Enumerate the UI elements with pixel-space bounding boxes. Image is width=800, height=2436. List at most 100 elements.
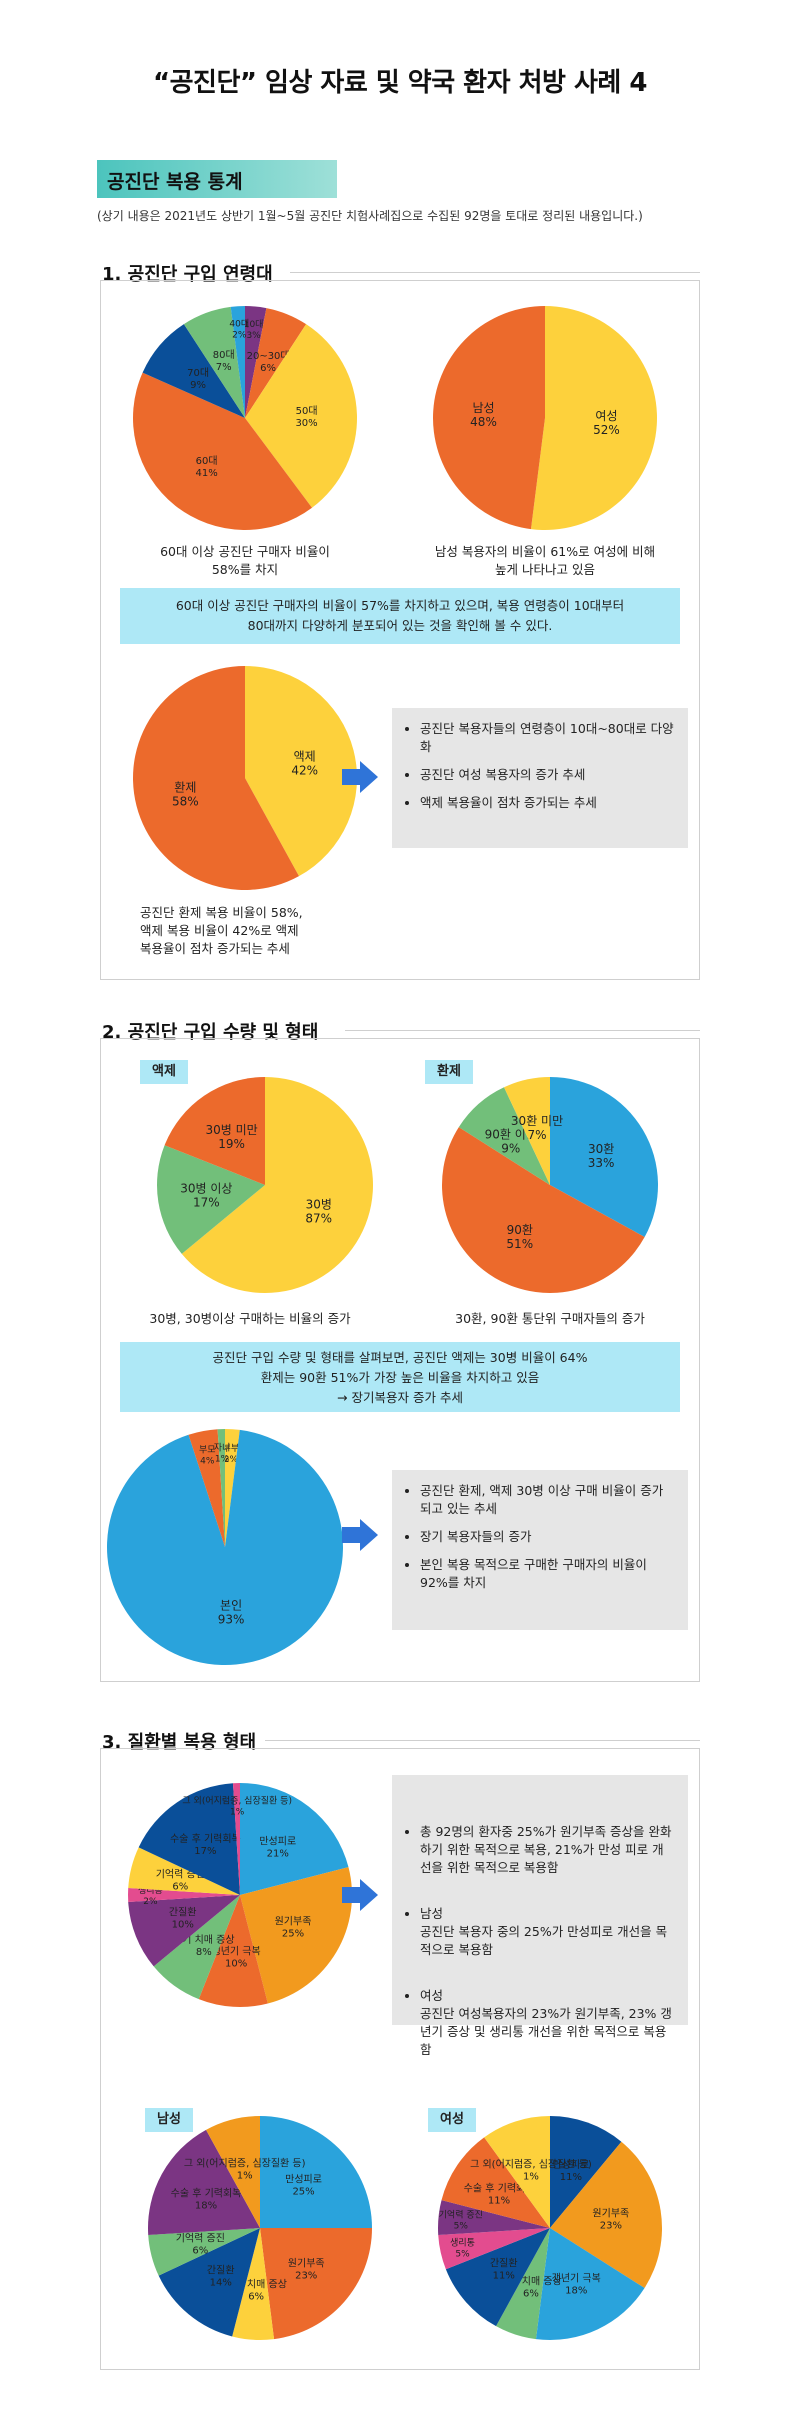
pie-pct-disease_all-1: 25% — [282, 1928, 304, 1939]
pie-label-disease_male-5: 수술 후 기력회복 — [171, 2187, 242, 2199]
form-caption-line3: 복용율이 점차 증가되는 추세 — [140, 941, 290, 956]
pie-slice-disease_female-2 — [535, 2228, 645, 2340]
section2-highlight-line2: 환제는 90환 51%가 가장 높은 비율을 차지하고 있음 — [260, 1370, 540, 1385]
pie-slice-disease_all-8 — [232, 1783, 240, 1895]
pie-label-gender-0: 여성 — [595, 409, 617, 423]
pie-slice-age-6 — [230, 306, 245, 418]
pie-pct-disease_all-8: 1% — [230, 1807, 245, 1817]
pie-label-disease_female-7: 수술 후 기력회복 — [464, 2182, 535, 2194]
pie-pct-age-0: 3% — [246, 331, 261, 341]
pie-slice-disease_female-5 — [438, 2228, 550, 2270]
section1-bullet: 액제 복용율이 점차 증가되는 추세 — [420, 794, 674, 812]
pie-label-buyer-1: 본인 — [220, 1599, 242, 1613]
pie-label-disease_male-4: 기억력 증진 — [176, 2232, 225, 2244]
pie-pct-disease_male-5: 18% — [195, 2200, 217, 2211]
form-caption: 공진단 환제 복용 비율이 58%, 액제 복용 비율이 42%로 액제 복용율… — [120, 904, 360, 958]
pie-label-age-5: 80대 — [213, 349, 235, 361]
pie-label-age-0: 10대 — [244, 319, 264, 330]
pie-slice-age-2 — [245, 324, 358, 508]
pie-label-pill-2: 90환 이상 — [485, 1127, 537, 1141]
pie-pct-disease_female-4: 11% — [493, 2271, 515, 2282]
pie-slice-liquid-1 — [157, 1145, 265, 1254]
form-caption-line1: 공진단 환제 복용 비율이 58%, — [140, 905, 303, 920]
pie-pct-disease_female-7: 11% — [488, 2195, 510, 2206]
pie-slice-disease_male-4 — [148, 2228, 260, 2276]
arrow-right-icon — [342, 761, 378, 793]
pie-label-age-4: 70대 — [187, 367, 209, 379]
pie-slice-disease_female-8 — [484, 2116, 550, 2228]
pie-pct-gender-1: 48% — [470, 415, 497, 429]
pie-pct-buyer-0: 2% — [224, 1455, 239, 1465]
pill-caption: 30환, 90환 통단위 구매자들의 증가 — [455, 1311, 645, 1326]
section1-summary-box: 공진단 복용자들의 연령층이 10대~80대로 다양화 공진단 여성 복용자의 … — [392, 708, 688, 848]
pie-slice-gender-1 — [432, 306, 545, 530]
pie-pct-disease_all-4: 10% — [172, 1920, 194, 1931]
tag-female: 여성 — [428, 2108, 476, 2132]
pie-label-disease_female-8: 그 외(어지럼증, 심장질환 등) — [470, 2157, 592, 2170]
tag-liquid: 액제 — [140, 1060, 188, 1084]
pie-slice-disease_female-1 — [550, 2141, 662, 2289]
pie-slice-disease_male-5 — [148, 2129, 260, 2236]
age-caption-line1: 60대 이상 공진단 구매자 비율이 — [160, 544, 330, 559]
pie-slice-age-5 — [183, 306, 245, 418]
pie-slice-disease_male-6 — [206, 2116, 260, 2228]
gender-caption: 남성 복용자의 비율이 61%로 여성에 비해 높게 나타나고 있음 — [415, 543, 675, 579]
pie-label-pill-0: 30환 — [588, 1142, 614, 1156]
age-caption-line2: 58%를 차지 — [211, 562, 279, 577]
pie-slice-form-0 — [245, 666, 358, 877]
section2-summary-box: 공진단 환제, 액제 30병 이상 구매 비율이 증가되고 있는 추세 장기 복… — [392, 1470, 688, 1630]
pie-slice-buyer-0 — [225, 1429, 240, 1547]
section3-heading: 3. 질환별 복용 형태 — [102, 1732, 257, 1753]
pie-pct-buyer-1: 93% — [218, 1613, 245, 1627]
pie-slice-disease_male-3 — [158, 2228, 260, 2337]
source-note: (상기 내용은 2021년도 상반기 1월~5월 공진단 치험사례집으로 수집된… — [97, 209, 643, 223]
pie-pct-disease_all-0: 21% — [267, 1848, 289, 1859]
pie-label-buyer-3: 자녀 — [214, 1443, 231, 1454]
pie-slice-age-0 — [245, 306, 267, 418]
page-title: “공진단” 임상 자료 및 약국 환자 처방 사례 4 — [153, 68, 647, 98]
pie-slice-disease_all-4 — [128, 1895, 240, 1967]
pie-slice-disease_all-7 — [138, 1783, 240, 1895]
section2-rule — [345, 1030, 700, 1031]
section1-bullet: 공진단 복용자들의 연령층이 10대~80대로 다양화 — [420, 720, 674, 756]
section2-bullet: 장기 복용자들의 증가 — [420, 1528, 674, 1546]
pie-label-disease_female-0: 만성피로 — [552, 2159, 589, 2171]
pie-slice-pill-1 — [442, 1127, 645, 1293]
pie-slice-liquid-0 — [181, 1077, 373, 1293]
pie-pct-liquid-2: 19% — [218, 1137, 245, 1151]
pie-label-buyer-2: 부모 — [199, 1444, 216, 1455]
section-banner: 공진단 복용 통계 — [97, 160, 337, 198]
pie-label-liquid-2: 30병 미만 — [206, 1123, 258, 1137]
pie-slice-buyer-2 — [188, 1429, 225, 1547]
pie-pct-disease_female-6: 5% — [454, 2222, 469, 2232]
pie-pct-disease_male-3: 14% — [210, 2277, 232, 2288]
pie-label-disease_male-0: 만성피로 — [285, 2173, 322, 2185]
pie-pct-disease_female-5: 5% — [455, 2250, 470, 2260]
section2-highlight: 공진단 구입 수량 및 형태를 살펴보면, 공진단 액제는 30병 비율이 64… — [120, 1342, 680, 1412]
pie-label-disease_all-5: 생리통 — [138, 1885, 163, 1896]
pie-label-form-1: 환제 — [174, 780, 196, 794]
section2-frame — [100, 1038, 700, 1682]
pie-slice-disease_female-6 — [438, 2200, 550, 2236]
section1-heading: 1. 공진단 구입 연령대 — [102, 264, 273, 285]
pie-label-disease_all-8: 그 외(어지럼증, 심장질환 등) — [182, 1794, 292, 1806]
pie-label-age-1: 20~30대 — [247, 350, 290, 362]
pie-pct-gender-0: 52% — [593, 423, 620, 437]
pie-label-pill-3: 30환 미만 — [511, 1114, 563, 1128]
pie-label-age-2: 50대 — [296, 405, 318, 417]
pie-pct-disease_all-7: 17% — [194, 1846, 216, 1857]
pie-pct-form-1: 58% — [172, 794, 199, 808]
arrow-right-icon — [342, 1519, 378, 1551]
age-caption: 60대 이상 공진단 구매자 비율이 58%를 차지 — [120, 543, 370, 579]
pie-label-disease_female-4: 간질환 — [490, 2258, 518, 2270]
pie-slice-disease_female-7 — [441, 2137, 550, 2228]
pie-pct-disease_all-2: 10% — [225, 1958, 247, 1969]
pie-pct-age-2: 30% — [295, 418, 317, 429]
tag-male: 남성 — [145, 2108, 193, 2132]
pie-label-disease_all-1: 원기부족 — [275, 1915, 312, 1927]
pie-slice-disease_all-2 — [198, 1895, 268, 2007]
